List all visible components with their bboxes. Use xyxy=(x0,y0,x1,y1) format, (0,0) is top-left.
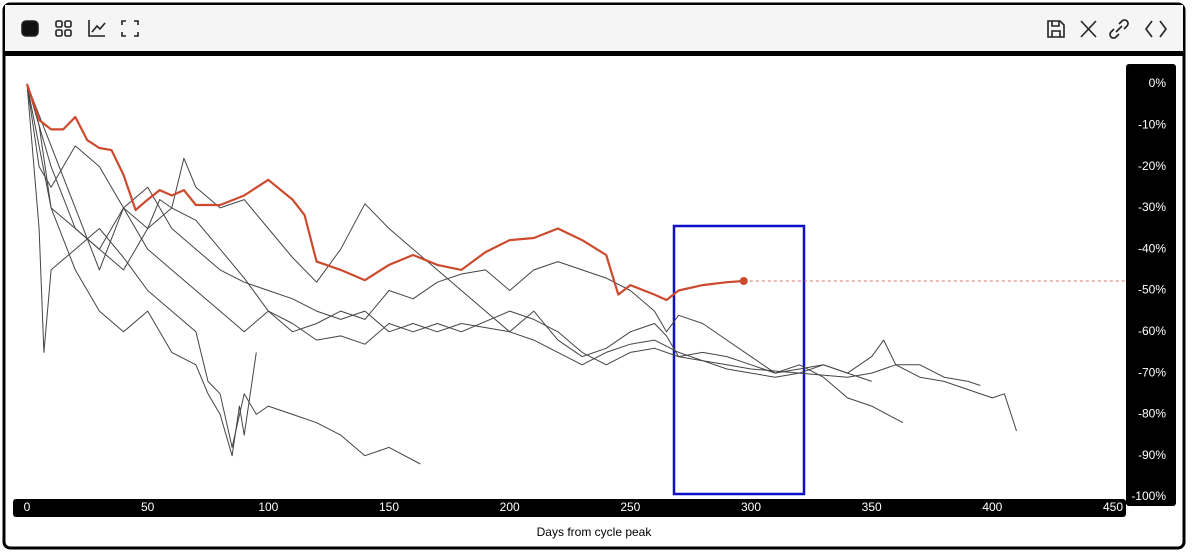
series-line xyxy=(26,83,904,424)
y-tick-label: 0% xyxy=(1149,76,1167,90)
x-tick-label: 150 xyxy=(379,500,399,514)
x-tick-label: 300 xyxy=(741,500,761,514)
y-tick-label: -90% xyxy=(1138,448,1166,462)
x-tick-label: 450 xyxy=(1103,500,1123,514)
link-button[interactable] xyxy=(1109,19,1129,39)
embed-button[interactable] xyxy=(1145,20,1167,38)
toolbar xyxy=(5,5,1183,51)
toolbar-border xyxy=(5,51,1183,56)
x-tick-label: 200 xyxy=(500,500,520,514)
x-tick-label: 400 xyxy=(982,500,1002,514)
series-line xyxy=(25,83,744,302)
series-line xyxy=(26,83,1017,432)
series-line xyxy=(26,83,421,465)
y-tick-label: -80% xyxy=(1138,407,1166,421)
x-axis-label: Days from cycle peak xyxy=(537,525,653,539)
y-tick-label: -30% xyxy=(1138,200,1166,214)
y-tick-label: -60% xyxy=(1138,324,1166,338)
y-tick-label: -100% xyxy=(1131,489,1166,503)
chart-button[interactable] xyxy=(88,20,106,37)
y-axis-bar xyxy=(1126,64,1176,506)
x-axis-bar xyxy=(13,499,1126,517)
y-tick-label: -50% xyxy=(1138,283,1166,297)
frame xyxy=(2,2,1186,550)
y-tick-label: -70% xyxy=(1138,365,1166,379)
y-tick-label: -40% xyxy=(1138,241,1166,255)
x-share-button[interactable] xyxy=(1080,20,1097,38)
end-marker xyxy=(739,277,748,286)
save-button[interactable] xyxy=(1047,20,1065,38)
series-line xyxy=(26,83,872,382)
x-tick-label: 350 xyxy=(862,500,882,514)
color-button[interactable] xyxy=(21,20,39,37)
x-tick-label: 50 xyxy=(141,500,155,514)
highlight-box xyxy=(672,224,806,496)
series-line xyxy=(26,83,257,457)
fullscreen-button[interactable] xyxy=(121,20,139,37)
y-tick-label: -10% xyxy=(1138,117,1166,131)
x-tick-label: 250 xyxy=(620,500,640,514)
x-tick-label: 0 xyxy=(24,500,31,514)
grid-button[interactable] xyxy=(55,20,72,37)
x-tick-label: 100 xyxy=(258,500,278,514)
y-tick-label: -20% xyxy=(1138,159,1166,173)
